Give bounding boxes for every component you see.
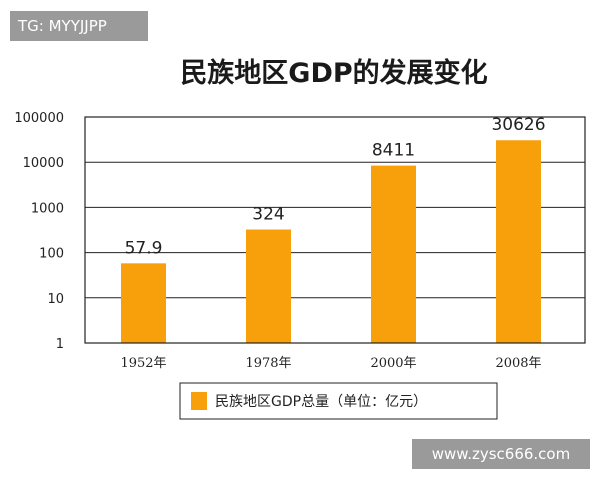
legend-box (179, 382, 498, 420)
data-label: 324 (252, 205, 284, 225)
watermark-site: www.zysc666.com (412, 439, 590, 469)
watermark-tg: TG: MYYJJPP (10, 11, 148, 41)
chart-title: 民族地区GDP的发展变化 (180, 57, 487, 89)
y-tick-label: 10000 (23, 156, 64, 171)
legend-swatch (191, 392, 207, 410)
y-tick-label: 1000 (31, 201, 64, 216)
legend: 民族地区GDP总量（单位：亿元） (179, 382, 498, 420)
x-tick-label: 1952年 (120, 356, 166, 371)
data-label: 8411 (372, 141, 415, 161)
bar-1952 (121, 263, 166, 343)
plot-border (84, 116, 586, 344)
y-tick-label: 1 (56, 337, 64, 352)
plot-frame (84, 116, 586, 344)
bar-2008 (496, 140, 541, 343)
bar-2000 (371, 165, 416, 343)
y-tick-label: 100000 (14, 111, 64, 126)
legend-label: 民族地区GDP总量（单位：亿元） (215, 394, 427, 410)
y-tick-label: 10 (47, 292, 64, 307)
bar-1978 (246, 229, 291, 343)
bar-layer (121, 140, 541, 343)
x-tick-label: 1978年 (245, 356, 291, 371)
label-layer: 57.9 1952年 324 1978年 8411 2000年 30626 2008年 (120, 115, 545, 371)
data-label: 57.9 (125, 238, 163, 258)
data-label: 30626 (491, 115, 545, 135)
x-tick-label: 2000年 (370, 356, 416, 371)
y-tick-label: 100 (39, 247, 64, 262)
x-tick-label: 2008年 (495, 356, 541, 371)
